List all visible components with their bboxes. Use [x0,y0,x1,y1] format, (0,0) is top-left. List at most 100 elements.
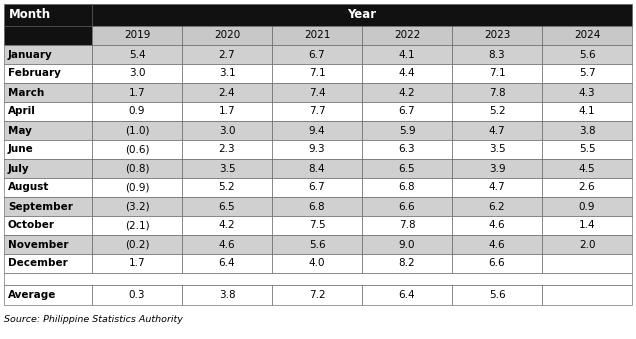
Bar [4,140,92,159]
Bar [4,26,92,45]
Bar [452,197,542,216]
Text: 5.6: 5.6 [488,290,506,300]
Bar [182,45,272,64]
Text: June: June [8,144,34,155]
Bar [272,178,362,197]
Bar [92,254,182,273]
Text: 5.6: 5.6 [579,49,595,60]
Text: 2.3: 2.3 [219,144,235,155]
Bar [452,254,542,273]
Bar [92,216,182,235]
Text: Year: Year [347,8,377,21]
Bar [452,64,542,83]
Text: 8.4: 8.4 [308,163,325,174]
Bar [362,216,452,235]
Text: 1.7: 1.7 [219,106,235,117]
Bar [182,159,272,178]
Text: 7.4: 7.4 [308,87,325,98]
Bar [4,178,92,197]
Bar [362,140,452,159]
Text: 4.1: 4.1 [579,106,595,117]
Text: 7.8: 7.8 [399,220,415,231]
Bar [452,159,542,178]
Bar [542,102,632,121]
Bar [272,140,362,159]
Text: (3.2): (3.2) [125,201,149,212]
Text: 7.8: 7.8 [488,87,506,98]
Bar [4,64,92,83]
Text: 4.5: 4.5 [579,163,595,174]
Text: December: December [8,259,68,268]
Text: 2022: 2022 [394,31,420,40]
Bar [452,178,542,197]
Bar [4,235,92,254]
Bar [542,178,632,197]
Text: 0.9: 0.9 [579,201,595,212]
Text: 5.9: 5.9 [399,125,415,136]
Text: 1.7: 1.7 [128,259,145,268]
Bar [4,121,92,140]
Text: (0.9): (0.9) [125,182,149,193]
Text: January: January [8,49,53,60]
Bar [4,254,92,273]
Bar [272,102,362,121]
Bar [4,4,92,26]
Text: 9.3: 9.3 [308,144,325,155]
Text: 6.2: 6.2 [488,201,506,212]
Text: May: May [8,125,32,136]
Text: 3.5: 3.5 [488,144,506,155]
Bar [362,121,452,140]
Text: 3.1: 3.1 [219,68,235,79]
Text: 6.8: 6.8 [399,182,415,193]
Text: 4.6: 4.6 [488,239,506,250]
Bar [452,140,542,159]
Bar [272,83,362,102]
Text: (2.1): (2.1) [125,220,149,231]
Text: 1.7: 1.7 [128,87,145,98]
Text: 1.4: 1.4 [579,220,595,231]
Bar [452,235,542,254]
Text: September: September [8,201,73,212]
Bar [92,159,182,178]
Bar [92,45,182,64]
Text: 5.7: 5.7 [579,68,595,79]
Text: February: February [8,68,61,79]
Bar [4,285,92,305]
Text: 5.5: 5.5 [579,144,595,155]
Text: 4.4: 4.4 [399,68,415,79]
Bar [92,102,182,121]
Bar [362,102,452,121]
Bar [362,254,452,273]
Text: 2024: 2024 [574,31,600,40]
Text: 4.7: 4.7 [488,125,506,136]
Bar [92,178,182,197]
Bar [362,26,452,45]
Bar [542,121,632,140]
Text: October: October [8,220,55,231]
Text: 6.6: 6.6 [488,259,506,268]
Text: 4.3: 4.3 [579,87,595,98]
Text: 2.6: 2.6 [579,182,595,193]
Text: 2.7: 2.7 [219,49,235,60]
Bar [542,140,632,159]
Text: 4.6: 4.6 [488,220,506,231]
Bar [362,197,452,216]
Text: 7.5: 7.5 [308,220,325,231]
Bar [542,197,632,216]
Text: 5.6: 5.6 [308,239,325,250]
Text: 4.0: 4.0 [308,259,325,268]
Bar [92,121,182,140]
Text: 7.1: 7.1 [488,68,506,79]
Text: 4.2: 4.2 [219,220,235,231]
Text: 7.7: 7.7 [308,106,325,117]
Bar [182,285,272,305]
Bar [452,216,542,235]
Bar [4,216,92,235]
Text: 6.5: 6.5 [219,201,235,212]
Text: 7.1: 7.1 [308,68,325,79]
Text: 6.7: 6.7 [308,182,325,193]
Bar [272,64,362,83]
Text: 3.8: 3.8 [219,290,235,300]
Text: Month: Month [9,8,51,21]
Text: August: August [8,182,50,193]
